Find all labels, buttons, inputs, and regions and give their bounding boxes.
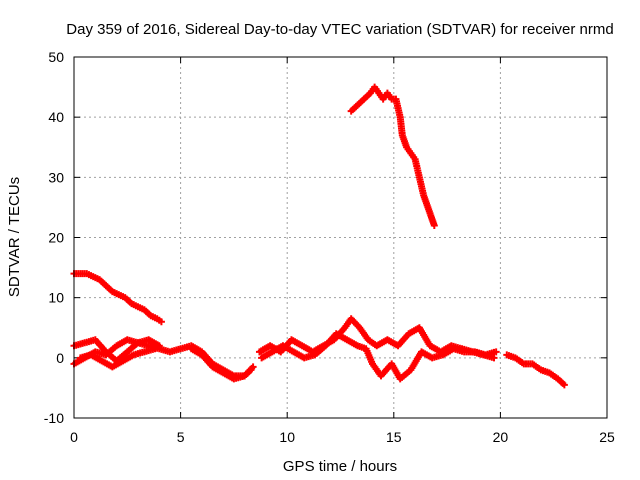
series-early-descending-track (70, 270, 165, 326)
series-track-c (76, 345, 159, 371)
y-tick-label: 10 (48, 290, 64, 306)
series-high-elevation-track (347, 83, 438, 229)
data-point (560, 381, 568, 389)
y-tick-label: 50 (48, 49, 64, 65)
series-track-d (187, 345, 257, 383)
x-axis-label: GPS time / hours (283, 458, 397, 475)
x-tick-label: 25 (599, 429, 615, 445)
data-point (151, 345, 159, 353)
chart-title: Day 359 of 2016, Sidereal Day-to-day VTE… (66, 21, 613, 38)
x-tick-label: 5 (177, 429, 185, 445)
data-point (430, 221, 438, 229)
y-tick-label: 40 (48, 109, 64, 125)
y-tick-label: -10 (44, 410, 64, 426)
series-late-descending-track (503, 351, 568, 389)
x-tick-label: 0 (70, 429, 78, 445)
x-tick-label: 15 (386, 429, 402, 445)
marks-layer (70, 83, 568, 389)
data-point (157, 318, 165, 326)
grid-layer (74, 57, 607, 418)
y-axis-label: SDTVAR / TECUs (6, 177, 23, 297)
x-tick-label: 10 (279, 429, 295, 445)
series-track-b (70, 336, 163, 365)
data-point (492, 348, 500, 356)
data-point (155, 342, 163, 350)
data-point (249, 363, 257, 371)
y-tick-label: 30 (48, 169, 64, 185)
y-tick-label: 20 (48, 230, 64, 246)
tick-layer: 0 5 10 15 20 25 -10 0 10 20 30 40 50 (44, 49, 615, 445)
x-tick-label: 20 (493, 429, 509, 445)
plot-frame (73, 56, 608, 419)
series-track-f (258, 330, 500, 383)
y-tick-label: 0 (56, 350, 64, 366)
